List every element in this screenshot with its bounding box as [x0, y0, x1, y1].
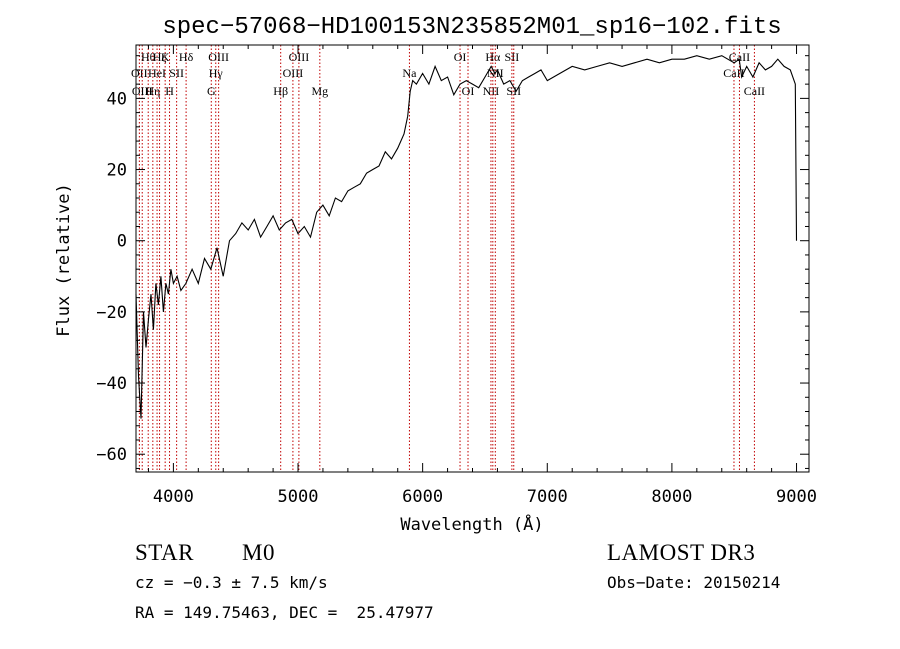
coordinates: RA = 149.75463, DEC = 25.47977: [135, 603, 434, 622]
line-label: H: [165, 84, 174, 98]
x-tick-label: 7000: [527, 487, 568, 507]
line-label: OIII: [283, 66, 304, 80]
line-label: G: [207, 84, 216, 98]
line-label: HeI: [148, 66, 166, 80]
x-axis-label: Wavelength (Å): [400, 513, 543, 535]
y-tick-label: −20: [96, 303, 127, 323]
line-label: Hδ: [179, 50, 194, 64]
line-label: Hα: [485, 50, 501, 64]
chart-title: spec−57068−HD100153N235852M01_sp16−102.f…: [162, 14, 781, 41]
line-label: Hβ: [273, 84, 288, 98]
line-label: Hη: [145, 84, 160, 98]
line-label: CaII: [729, 50, 750, 64]
spectrum-series: [135, 55, 798, 419]
line-label: OIII: [289, 50, 310, 64]
survey-name: LAMOST DR3: [607, 540, 756, 565]
y-tick-label: −40: [96, 374, 127, 394]
line-label: Hγ: [209, 66, 224, 80]
line-label: OI: [462, 84, 475, 98]
y-tick-label: 0: [117, 232, 127, 252]
line-label: CaII: [744, 84, 765, 98]
plot-frame: [135, 44, 810, 473]
line-label: OIII: [132, 84, 153, 98]
line-label: Na: [402, 66, 417, 80]
y-tick-label: −60: [96, 445, 127, 465]
line-label: Hθ: [141, 50, 156, 64]
line-label: OII: [131, 66, 148, 80]
axis-ticks: 4000 5000 6000 7000 8000 9000 −60 −40 −20 0 20 40: [96, 45, 817, 507]
line-label: SII: [169, 66, 184, 80]
line-label: OIII: [208, 50, 229, 64]
y-tick-label: 40: [107, 89, 127, 109]
observation-date: Obs−Date: 20150214: [607, 573, 781, 592]
y-tick-label: 20: [107, 161, 127, 181]
x-tick-label: 6000: [402, 487, 443, 507]
x-tick-label: 4000: [153, 487, 194, 507]
line-markers: OII OIII Hθ Hη HeI HζK H SII Hδ G Hγ OIII Hβ OIII OIII…: [131, 45, 765, 472]
line-label: SII: [505, 50, 520, 64]
x-tick-label: 5000: [278, 487, 319, 507]
line-label: K: [161, 50, 170, 64]
object-class: STAR: [135, 540, 194, 565]
x-tick-label: 9000: [776, 487, 817, 507]
redshift-info: cz = −0.3 ± 7.5 km/s: [135, 573, 328, 592]
x-tick-label: 8000: [651, 487, 692, 507]
line-label: Mg: [311, 84, 328, 98]
line-label: OI: [454, 50, 467, 64]
y-axis-label: Flux (relative): [54, 183, 74, 337]
line-label: SII: [506, 84, 521, 98]
line-label: Hζ: [153, 50, 167, 64]
object-subclass: M0: [242, 540, 275, 565]
line-label: NII: [483, 84, 500, 98]
